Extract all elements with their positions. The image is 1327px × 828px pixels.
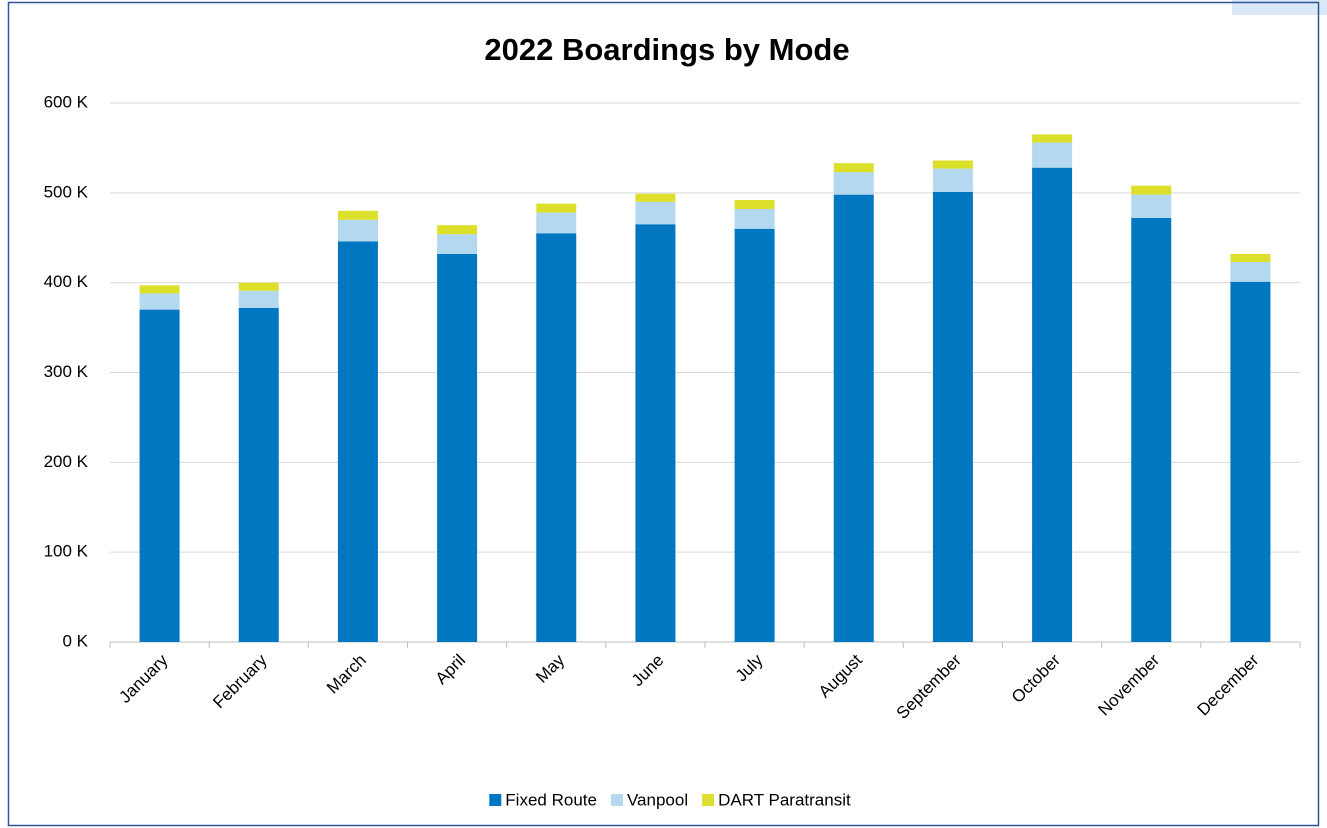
bar-segment [833, 163, 874, 173]
x-tick-label: February [209, 650, 271, 712]
bar-segment [337, 210, 378, 220]
bar-segment [238, 290, 279, 308]
bar-segment [238, 307, 279, 642]
legend-label: Fixed Route [505, 790, 597, 809]
x-tick-label: April [432, 651, 469, 688]
x-tick-label: March [323, 651, 370, 698]
legend-swatch [489, 794, 502, 806]
bar-segment [1230, 262, 1271, 282]
bar-segment [1032, 134, 1073, 143]
bar-segment [734, 209, 775, 229]
x-tick-label: November [1094, 650, 1163, 719]
x-tick-label: January [115, 650, 172, 707]
bar-segment [437, 253, 478, 643]
y-tick-label: 200 K [44, 452, 89, 471]
legend-swatch [610, 794, 623, 806]
x-tick-label: September [893, 650, 965, 722]
bar-segment [536, 233, 577, 642]
bar-segment [1032, 167, 1073, 642]
corner-decoration [1232, 0, 1327, 15]
bar-segment [437, 225, 478, 235]
y-tick-label: 600 K [44, 92, 89, 111]
bar-segment [833, 194, 874, 642]
bar-segment [536, 203, 577, 213]
x-tick-label: December [1194, 650, 1263, 719]
bar-segment [437, 234, 478, 254]
bar-segment [932, 168, 973, 192]
bar-segment [1032, 142, 1073, 168]
y-tick-label: 100 K [44, 542, 89, 561]
x-tick-label: June [628, 651, 668, 691]
bar-segment [1230, 253, 1271, 263]
bar-segment [337, 241, 378, 643]
bar-segment [139, 309, 180, 642]
bar-segment [1230, 281, 1271, 642]
bar-segment [1131, 185, 1172, 195]
bar-segment [139, 293, 180, 310]
x-tick-label: July [732, 650, 767, 685]
bar-segment [337, 219, 378, 242]
bar-segment [833, 172, 874, 195]
y-tick-label: 500 K [44, 182, 89, 201]
bar-segment [635, 193, 676, 202]
bar-segment [734, 200, 775, 210]
chart-frame [7, 1, 1320, 827]
chart-title: 2022 Boardings by Mode [484, 32, 849, 67]
x-tick-label: October [1008, 650, 1064, 706]
legend-label: DART Paratransit [718, 790, 851, 809]
bar-segment [1131, 217, 1172, 642]
legend-label: Vanpool [627, 790, 688, 809]
bar-segment [635, 201, 676, 225]
x-tick-label: May [532, 650, 568, 686]
bar-segment [932, 160, 973, 169]
y-tick-label: 0 K [62, 631, 88, 650]
bar-segment [139, 285, 180, 294]
y-tick-label: 400 K [44, 272, 89, 291]
bar-segment [734, 228, 775, 642]
y-tick-label: 300 K [44, 362, 89, 381]
legend-swatch [702, 794, 715, 806]
bar-segment [932, 191, 973, 642]
bar-segment [536, 212, 577, 234]
bar-segment [1131, 194, 1172, 218]
bar-segment [238, 282, 279, 291]
bar-segment [635, 224, 676, 642]
x-tick-label: August [815, 650, 866, 701]
